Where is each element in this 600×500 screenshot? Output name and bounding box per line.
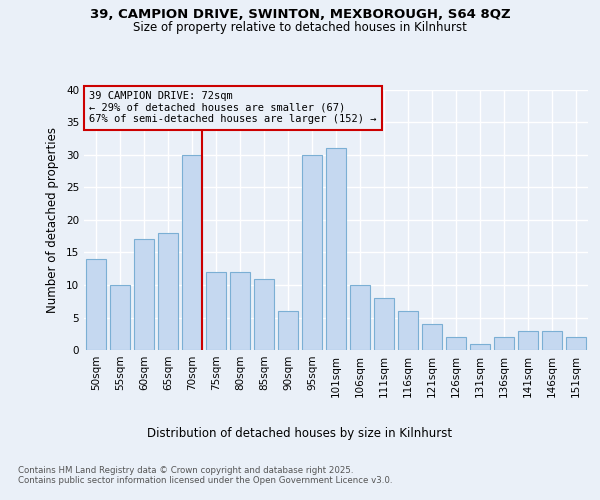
Bar xyxy=(494,337,514,350)
Y-axis label: Number of detached properties: Number of detached properties xyxy=(46,127,59,313)
Bar xyxy=(110,285,130,350)
Text: Contains public sector information licensed under the Open Government Licence v3: Contains public sector information licen… xyxy=(18,476,392,485)
Bar xyxy=(182,155,202,350)
Bar xyxy=(326,148,346,350)
Text: 39, CAMPION DRIVE, SWINTON, MEXBOROUGH, S64 8QZ: 39, CAMPION DRIVE, SWINTON, MEXBOROUGH, … xyxy=(89,8,511,20)
Text: 39 CAMPION DRIVE: 72sqm
← 29% of detached houses are smaller (67)
67% of semi-de: 39 CAMPION DRIVE: 72sqm ← 29% of detache… xyxy=(89,92,377,124)
Bar xyxy=(374,298,394,350)
Bar xyxy=(86,259,106,350)
Bar xyxy=(566,337,586,350)
Bar xyxy=(254,278,274,350)
Bar xyxy=(230,272,250,350)
Text: Distribution of detached houses by size in Kilnhurst: Distribution of detached houses by size … xyxy=(148,428,452,440)
Bar xyxy=(422,324,442,350)
Bar xyxy=(302,155,322,350)
Text: Size of property relative to detached houses in Kilnhurst: Size of property relative to detached ho… xyxy=(133,21,467,34)
Bar xyxy=(134,240,154,350)
Bar xyxy=(350,285,370,350)
Text: Contains HM Land Registry data © Crown copyright and database right 2025.: Contains HM Land Registry data © Crown c… xyxy=(18,466,353,475)
Bar xyxy=(542,330,562,350)
Bar xyxy=(518,330,538,350)
Bar xyxy=(470,344,490,350)
Bar xyxy=(398,311,418,350)
Bar xyxy=(278,311,298,350)
Bar xyxy=(206,272,226,350)
Bar xyxy=(446,337,466,350)
Bar xyxy=(158,233,178,350)
